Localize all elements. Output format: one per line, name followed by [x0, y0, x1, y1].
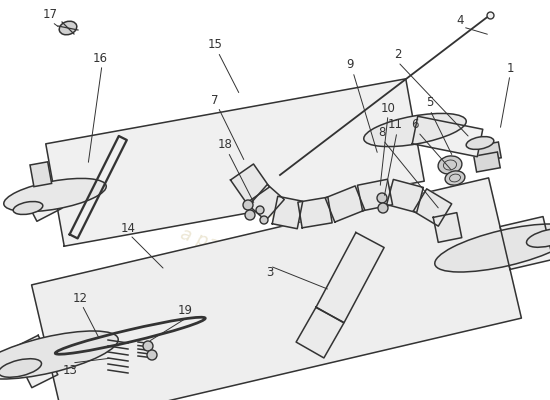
Text: 3: 3	[266, 266, 274, 278]
FancyBboxPatch shape	[475, 142, 501, 162]
FancyBboxPatch shape	[235, 171, 265, 193]
Polygon shape	[31, 178, 521, 400]
Ellipse shape	[435, 224, 550, 272]
Ellipse shape	[445, 171, 465, 185]
FancyBboxPatch shape	[367, 175, 393, 195]
Ellipse shape	[438, 156, 462, 174]
Text: 19: 19	[178, 304, 192, 316]
Text: 1: 1	[506, 62, 514, 74]
FancyBboxPatch shape	[430, 219, 454, 237]
Text: 14: 14	[120, 222, 135, 234]
Polygon shape	[433, 213, 462, 242]
Text: 13: 13	[63, 364, 78, 376]
Bar	[30, 162, 52, 187]
Text: 10: 10	[381, 102, 395, 114]
Text: a passion for parts since 1985: a passion for parts since 1985	[178, 224, 442, 326]
Polygon shape	[500, 216, 550, 270]
Polygon shape	[272, 196, 302, 229]
FancyBboxPatch shape	[431, 209, 455, 227]
Polygon shape	[12, 335, 58, 388]
Polygon shape	[23, 182, 62, 221]
Polygon shape	[249, 184, 284, 220]
Text: 16: 16	[92, 52, 107, 64]
Polygon shape	[387, 180, 424, 212]
Ellipse shape	[59, 21, 77, 35]
Text: 8: 8	[378, 126, 386, 140]
Ellipse shape	[526, 229, 550, 247]
Polygon shape	[412, 116, 483, 157]
Polygon shape	[358, 179, 393, 211]
Text: 18: 18	[218, 138, 233, 152]
Circle shape	[243, 200, 253, 210]
Text: 11: 11	[388, 118, 403, 132]
Circle shape	[245, 210, 255, 220]
FancyBboxPatch shape	[474, 152, 501, 172]
Circle shape	[143, 341, 153, 351]
Polygon shape	[325, 186, 365, 222]
Circle shape	[256, 206, 264, 214]
Text: 6: 6	[411, 118, 419, 132]
Polygon shape	[413, 189, 452, 226]
Circle shape	[378, 203, 388, 213]
Ellipse shape	[364, 114, 466, 146]
Text: 9: 9	[346, 58, 354, 72]
Text: eurostparts: eurostparts	[131, 136, 459, 284]
FancyBboxPatch shape	[365, 186, 391, 206]
Polygon shape	[316, 232, 384, 322]
Text: 4: 4	[456, 14, 464, 26]
Circle shape	[260, 216, 268, 224]
Text: 15: 15	[207, 38, 222, 52]
Polygon shape	[298, 197, 332, 228]
Ellipse shape	[0, 331, 118, 379]
Text: 12: 12	[73, 292, 87, 304]
Polygon shape	[230, 164, 270, 203]
Ellipse shape	[466, 136, 494, 150]
Ellipse shape	[0, 359, 41, 377]
Ellipse shape	[4, 178, 106, 212]
Text: 5: 5	[426, 96, 434, 110]
Polygon shape	[46, 79, 424, 246]
FancyBboxPatch shape	[234, 184, 262, 206]
Circle shape	[377, 193, 387, 203]
Text: 7: 7	[211, 94, 219, 106]
Circle shape	[147, 350, 157, 360]
Polygon shape	[296, 307, 344, 358]
Text: 2: 2	[394, 48, 402, 62]
Text: 17: 17	[42, 8, 58, 22]
Ellipse shape	[13, 202, 43, 214]
